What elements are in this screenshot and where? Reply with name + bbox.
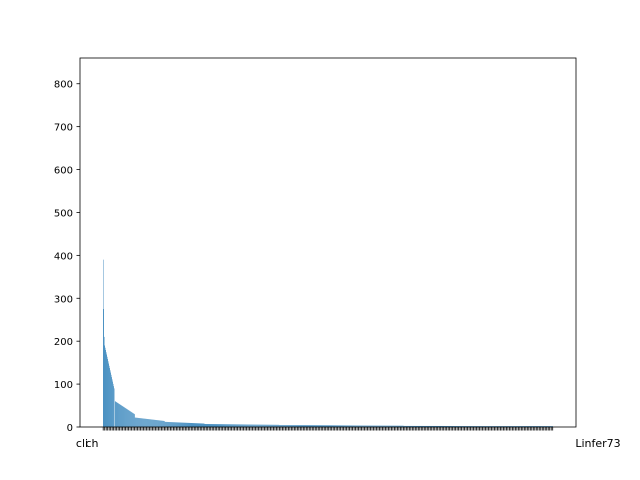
y-axis: 0 100 200 300 400 500 600 700 800 (54, 80, 80, 434)
y-tick-label: 600 (54, 166, 73, 177)
y-tick-label: 200 (54, 337, 73, 348)
y-tick-label: 100 (54, 380, 73, 391)
y-tick-label: 500 (54, 208, 73, 219)
y-tick-label: 300 (54, 294, 73, 305)
y-tick-label: 400 (54, 251, 73, 262)
x-tick-label: ch (85, 437, 98, 450)
x-tick-label: cli (76, 437, 88, 450)
plot-frame (79, 57, 577, 428)
x-ticks-group (102, 427, 554, 431)
x-tick-label: Linfer73 (575, 437, 620, 450)
y-tick-label: 800 (54, 80, 73, 91)
bars-group (103, 259, 553, 427)
y-tick-label: 0 (67, 423, 73, 434)
y-tick-label: 700 (54, 123, 73, 134)
